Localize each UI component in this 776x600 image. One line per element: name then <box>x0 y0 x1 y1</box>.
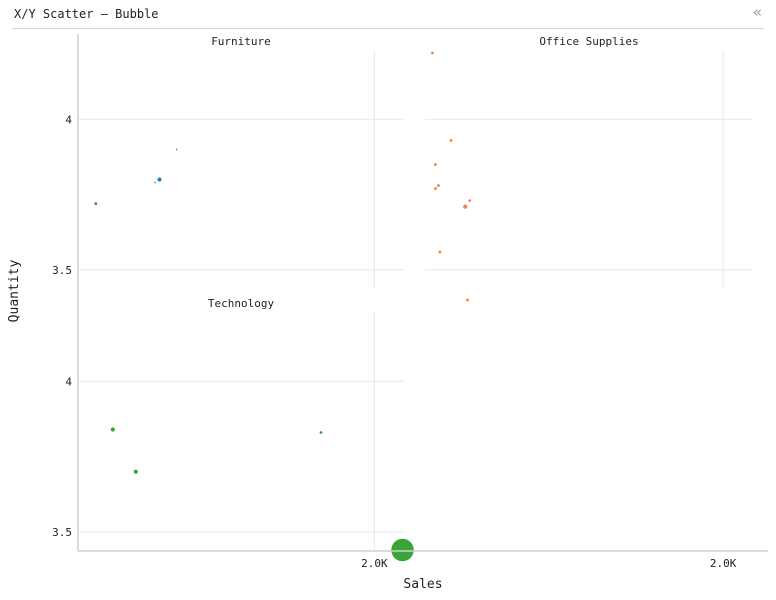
x-axis-label: Sales <box>403 577 442 592</box>
data-point <box>434 187 437 190</box>
facet-title: Furniture <box>211 35 271 48</box>
y-tick-label: 3.5 <box>52 264 72 277</box>
data-point <box>468 199 471 202</box>
data-point <box>157 177 161 181</box>
x-tick-label: 2.0K <box>361 557 388 570</box>
facet-title: Technology <box>208 297 275 310</box>
y-tick-label: 4 <box>65 113 72 126</box>
data-point <box>154 182 156 184</box>
facet-title: Office Supplies <box>539 35 638 48</box>
data-point <box>463 205 467 209</box>
data-point <box>437 184 440 187</box>
grid-layer <box>78 50 753 550</box>
data-point <box>111 427 115 431</box>
x-tick-label: 2.0K <box>710 557 737 570</box>
data-point <box>466 299 469 302</box>
y-tick-label: 4 <box>65 375 72 388</box>
data-point <box>94 202 97 205</box>
axes-layer <box>78 34 768 551</box>
data-point <box>439 250 442 253</box>
data-point <box>320 431 323 434</box>
data-point <box>176 149 178 151</box>
data-point <box>134 470 138 474</box>
data-point <box>431 52 434 55</box>
y-axis-label: Quantity <box>7 260 22 323</box>
data-point <box>434 163 437 166</box>
points-layer <box>94 52 471 562</box>
data-point <box>450 139 453 142</box>
data-point <box>391 539 413 561</box>
y-tick-label: 3.5 <box>52 526 72 539</box>
facet-titles: Furniture Office Supplies Technology <box>208 35 639 310</box>
